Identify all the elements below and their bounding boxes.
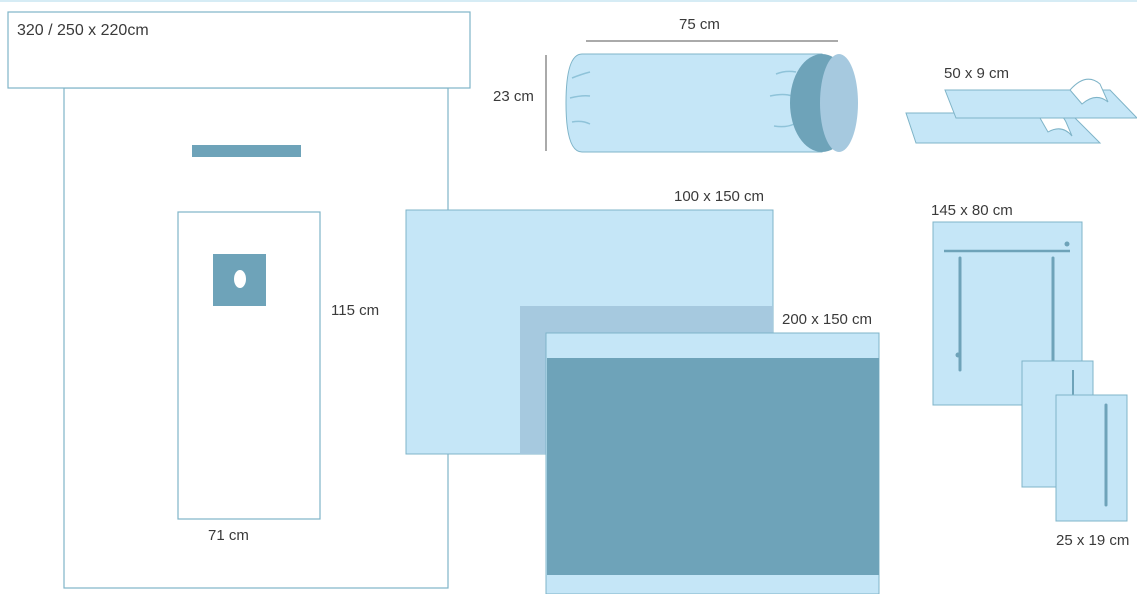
fenestration-width-label: 71 cm — [208, 527, 249, 544]
sheet-small-label: 100 x 150 cm — [674, 188, 765, 205]
towel-small-label: 25 x 19 cm — [1056, 532, 1130, 549]
sheets-drawing — [405, 209, 880, 594]
main-drape — [7, 11, 471, 589]
fenestration-height-label: 115 cm — [331, 302, 380, 319]
fenestration-hole — [234, 270, 246, 288]
towels-drawing — [932, 221, 1128, 522]
tape-size-label: 50 x 9 cm — [944, 65, 1010, 82]
tapes-drawing — [905, 78, 1137, 144]
roll-body — [565, 53, 823, 153]
main-drape-strip — [192, 145, 301, 157]
top-border-line — [0, 0, 1137, 2]
roll-diameter-label: 23 cm — [493, 88, 534, 105]
tape-upper — [944, 89, 1137, 119]
roll-drawing — [545, 40, 858, 153]
towel-small-front — [1055, 394, 1128, 522]
roll-end-face — [820, 54, 858, 152]
sheet-large-dark-band — [547, 358, 879, 575]
roll-length-label: 75 cm — [679, 16, 720, 33]
sheet-large-label: 200 x 150 cm — [782, 311, 873, 328]
main-drape-header-panel — [7, 11, 471, 89]
main-drape-size-label: 320 / 250 x 220cm — [17, 22, 149, 39]
towel-large-label: 145 x 80 cm — [931, 202, 1013, 219]
